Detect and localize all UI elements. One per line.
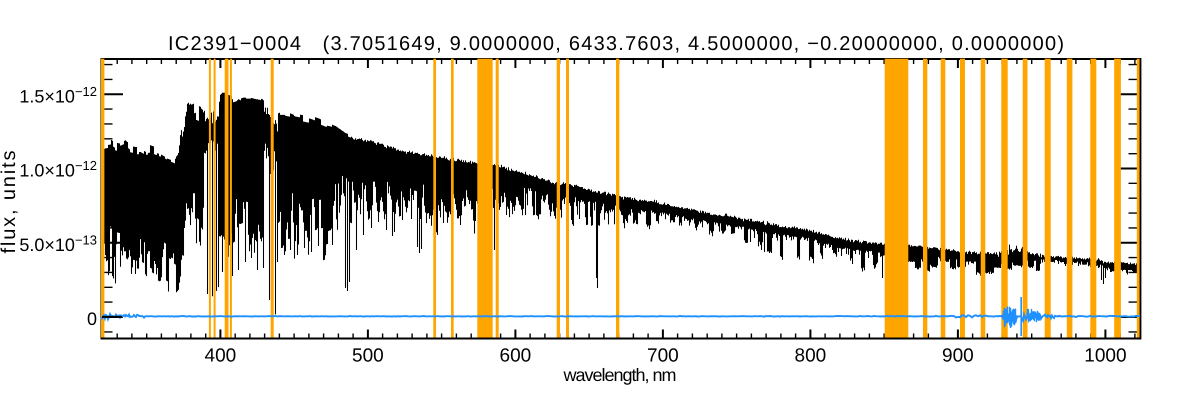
svg-text:1000: 1000 [1084, 346, 1126, 367]
svg-text:0: 0 [87, 309, 97, 329]
svg-text:400: 400 [205, 346, 237, 367]
svg-text:600: 600 [500, 346, 532, 367]
svg-text:700: 700 [647, 346, 679, 367]
svg-text:wavelength, nm: wavelength, nm [563, 365, 677, 385]
svg-text:800: 800 [795, 346, 827, 367]
svg-text:500: 500 [352, 346, 384, 367]
svg-text:900: 900 [942, 346, 974, 367]
svg-text:IC2391−0004 (3.7051649, 9.00: IC2391−0004 (3.7051649, 9.0000000, 6433.… [168, 33, 1064, 55]
